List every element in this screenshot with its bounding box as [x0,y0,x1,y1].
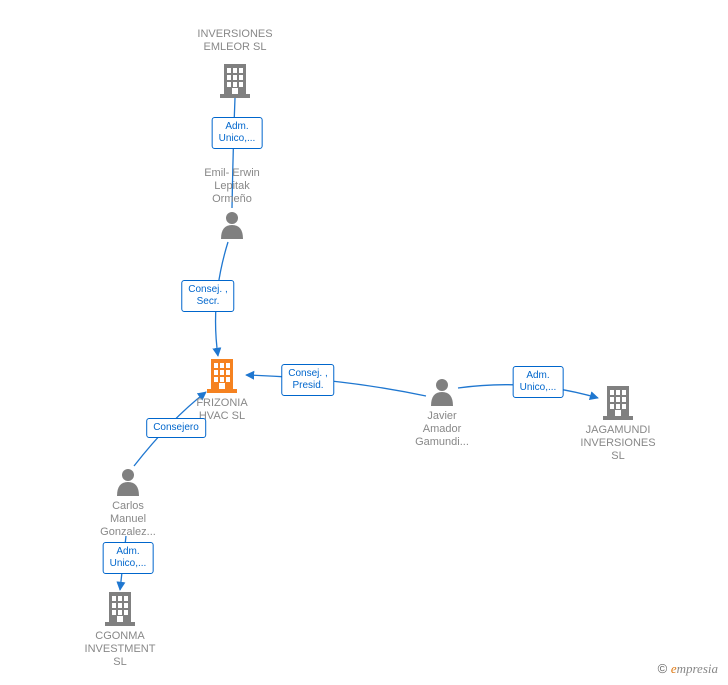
edge-label-emil-frizonia[interactable]: Consej. , Secr. [181,280,234,312]
edge-label-carlos-frizonia[interactable]: Consejero [146,418,206,438]
brand-rest: mpresia [677,661,718,676]
edge-label-carlos-cgonma[interactable]: Adm. Unico,... [103,542,154,574]
edge-label-javier-frizonia[interactable]: Consej. , Presid. [281,364,334,396]
network-canvas [0,0,728,685]
edge-label-javier-jagamundi[interactable]: Adm. Unico,... [513,366,564,398]
watermark: © empresia [658,661,718,677]
edge-label-inversiones-emil[interactable]: Adm. Unico,... [212,117,263,149]
copyright-symbol: © [658,661,668,676]
